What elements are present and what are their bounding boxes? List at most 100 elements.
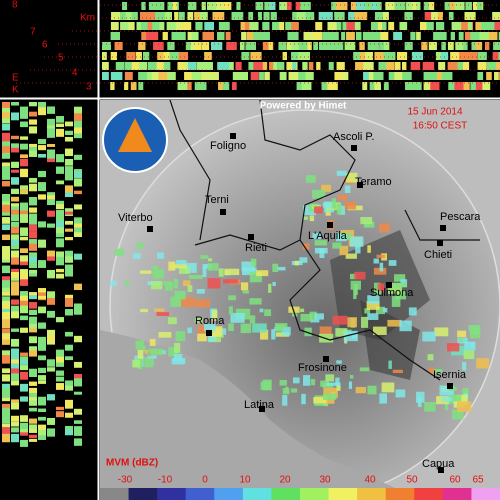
section-cell <box>74 127 82 137</box>
city-marker <box>248 234 254 240</box>
section-cell <box>177 62 187 70</box>
section-cell <box>498 32 500 40</box>
section-cell <box>463 42 468 50</box>
city-label: Roma <box>195 315 225 327</box>
echo <box>288 306 300 313</box>
section-cell <box>458 32 464 40</box>
section-cell <box>322 32 328 40</box>
section-cell <box>38 380 46 384</box>
echo <box>147 355 157 359</box>
section-cell <box>47 310 55 318</box>
legend-tick: -30 <box>118 475 133 486</box>
section-cell <box>11 245 19 250</box>
echo <box>331 198 337 209</box>
echo <box>468 325 481 332</box>
section-cell <box>359 52 367 60</box>
echo <box>457 330 467 338</box>
city-label: Latina <box>244 399 275 411</box>
map: Foligno Ascoli P. Teramo Terni Viterbo Pescar… <box>100 100 500 500</box>
section-cell <box>20 136 28 140</box>
section-cell <box>47 367 55 372</box>
echo <box>367 385 377 395</box>
section-cell <box>438 62 446 70</box>
section-cell <box>382 12 389 20</box>
section-cell <box>378 62 388 70</box>
section-cell <box>404 42 413 50</box>
section-cell <box>29 295 37 300</box>
section-cell <box>218 82 224 90</box>
section-cell <box>20 432 28 436</box>
section-cell <box>223 82 230 90</box>
echo <box>275 324 285 332</box>
section-cell <box>74 172 82 178</box>
city-label: Pescara <box>440 211 481 223</box>
section-cell <box>47 118 55 123</box>
section-cell <box>165 12 173 20</box>
echo <box>165 281 173 291</box>
section-cell <box>2 180 10 187</box>
echo <box>395 290 407 300</box>
section-cell <box>20 154 28 159</box>
section-cell <box>374 12 384 20</box>
section-cell <box>20 305 28 314</box>
echo <box>172 264 187 269</box>
section-cell <box>20 356 28 361</box>
section-cell <box>459 52 472 60</box>
echo <box>304 327 312 337</box>
section-cell <box>20 207 28 213</box>
section-cell <box>29 424 37 430</box>
section-cell <box>74 378 82 387</box>
section-cell <box>328 62 334 70</box>
city-marker <box>327 222 333 228</box>
echo <box>447 343 460 352</box>
echo <box>363 221 375 228</box>
section-cell <box>405 82 415 90</box>
section-cell <box>354 22 361 30</box>
echo <box>125 280 130 287</box>
echo <box>132 253 141 259</box>
section-cell <box>210 42 223 50</box>
section-cell <box>2 170 10 179</box>
echo <box>336 233 347 242</box>
section-cell <box>74 121 82 129</box>
section-cell <box>56 383 64 390</box>
section-cell <box>29 350 37 357</box>
section-cell <box>65 228 73 232</box>
city-marker <box>440 225 446 231</box>
echo <box>313 397 327 404</box>
section-cell <box>11 188 19 195</box>
section-cell <box>65 220 73 225</box>
section-cell <box>2 102 10 111</box>
echo <box>359 367 370 372</box>
section-cell <box>131 62 144 70</box>
section-cell <box>29 150 37 157</box>
section-cell <box>342 72 349 80</box>
section-cell <box>257 62 267 70</box>
section-cell <box>11 421 19 427</box>
section-cell <box>195 42 201 50</box>
section-cell <box>120 22 132 30</box>
echo <box>250 258 257 267</box>
echo <box>367 295 380 304</box>
section-cell <box>65 412 73 418</box>
echo <box>319 326 332 335</box>
section-cell <box>102 62 109 70</box>
section-cell <box>257 12 262 20</box>
echo <box>208 258 213 262</box>
section-cell <box>363 72 370 80</box>
section-cell <box>313 42 319 50</box>
section-cell <box>336 22 342 30</box>
section-cell <box>331 2 337 10</box>
echo <box>249 315 256 324</box>
section-cell <box>56 220 64 230</box>
city-marker <box>447 383 453 389</box>
echo <box>367 313 379 320</box>
section-cell <box>38 170 46 178</box>
section-cell <box>346 22 356 30</box>
section-cell <box>386 62 395 70</box>
section-cell <box>20 365 28 371</box>
section-cell <box>11 359 19 368</box>
section-cell <box>47 256 55 261</box>
section-cell <box>351 42 356 50</box>
section-cell <box>404 12 413 20</box>
